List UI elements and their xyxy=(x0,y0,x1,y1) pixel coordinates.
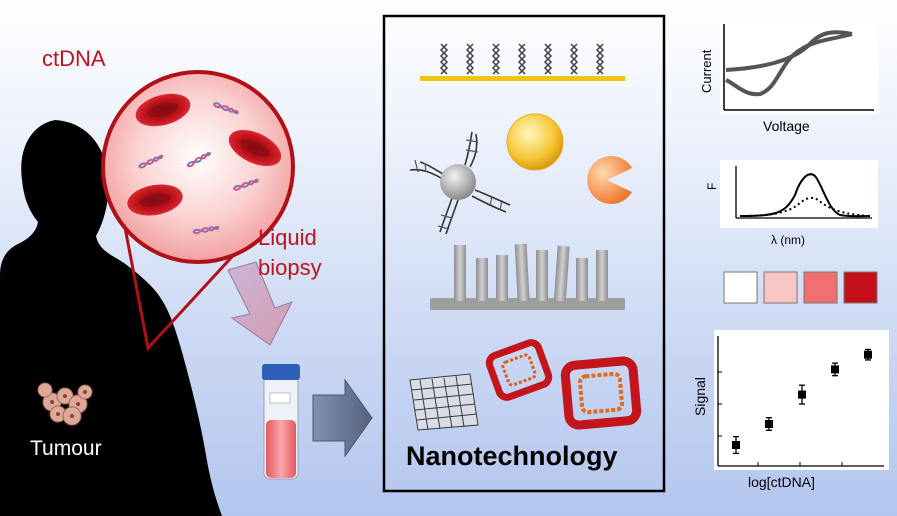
fluor-xlabel: λ (nm) xyxy=(771,233,805,247)
cv-xlabel: Voltage xyxy=(763,118,810,134)
fluor-ylabel: F xyxy=(705,182,719,190)
fluorescence-plot xyxy=(720,160,878,228)
blood-tube-icon xyxy=(262,364,300,480)
swatch-3 xyxy=(803,271,838,304)
swatch-2 xyxy=(763,271,798,304)
tumour-label: Tumour xyxy=(30,437,102,460)
chart-points xyxy=(732,348,872,455)
dna-origami-cage-small xyxy=(485,339,553,401)
data-point xyxy=(732,441,740,449)
swatch-4 xyxy=(843,271,878,304)
tumour-icon xyxy=(37,382,93,426)
nanotechnology-title: Nanotechnology xyxy=(406,441,618,471)
liquid-biopsy-arrow xyxy=(227,261,294,346)
graphene-sheet xyxy=(409,373,479,431)
dna-functionalized-nanoparticle xyxy=(409,131,511,235)
data-point xyxy=(798,390,806,399)
chart-ylabel: Signal xyxy=(692,377,708,416)
red-blood-cells xyxy=(127,93,282,216)
color-swatch-row xyxy=(723,271,878,304)
dna-on-gold-surface xyxy=(420,43,625,81)
nanorod-array xyxy=(430,243,625,310)
calibration-chart xyxy=(714,330,889,470)
data-point xyxy=(765,420,773,428)
data-point xyxy=(831,365,839,374)
dna-origami-cage-large xyxy=(560,356,642,430)
ctdna-label: ctDNA xyxy=(42,46,106,71)
aptamer-pacman-particle xyxy=(587,156,632,204)
chart-xlabel: log[ctDNA] xyxy=(748,474,815,490)
biopsy-word: biopsy xyxy=(258,255,322,280)
gold-nanoparticle xyxy=(506,113,564,171)
cyclic-voltammetry-plot xyxy=(720,18,878,114)
dna-fragments xyxy=(138,102,260,235)
nanotechnology-panel xyxy=(382,14,666,493)
data-point xyxy=(864,350,872,359)
liquid-word: Liquid xyxy=(258,225,317,250)
liquid-biopsy-label: Liquid biopsy xyxy=(258,223,322,283)
process-arrow xyxy=(312,378,373,458)
cv-ylabel: Current xyxy=(699,49,714,93)
swatch-1 xyxy=(723,271,758,304)
